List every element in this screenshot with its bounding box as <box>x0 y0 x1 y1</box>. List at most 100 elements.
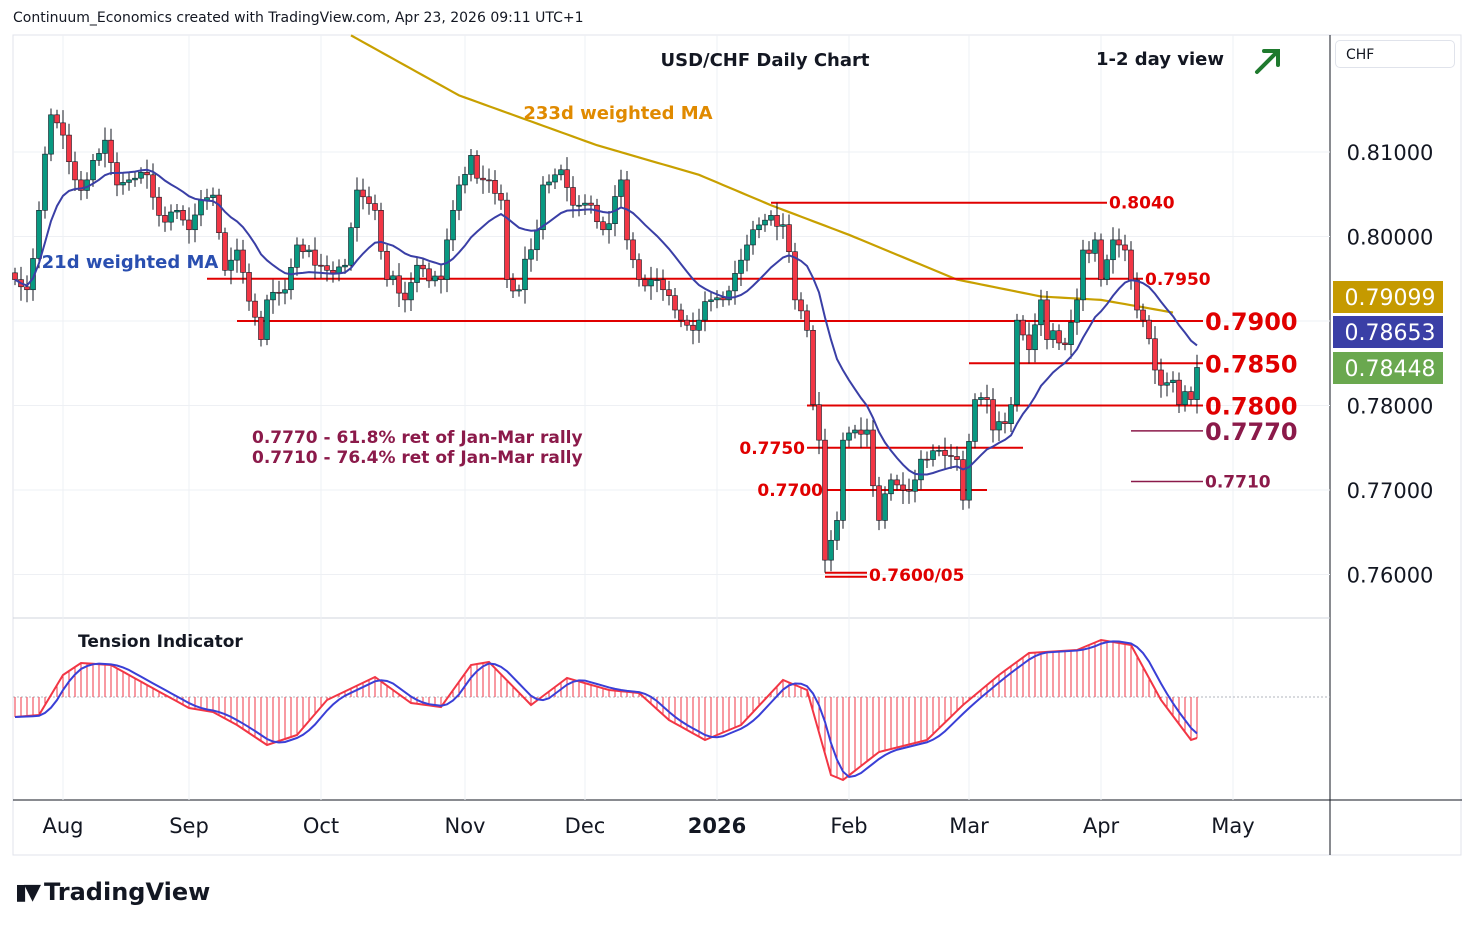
candle-body <box>1152 338 1158 371</box>
candle <box>636 253 642 287</box>
candle <box>534 219 540 261</box>
candle-body <box>798 299 804 312</box>
candle <box>1140 303 1146 328</box>
candle-body <box>852 429 858 434</box>
y-tick-label: 0.81000 <box>1347 141 1434 165</box>
candle-body <box>720 297 726 301</box>
candle-body <box>1194 367 1200 400</box>
candle-body <box>372 203 378 211</box>
candle-body <box>378 210 384 252</box>
candle-body <box>456 184 462 211</box>
level-label: 0.7850 <box>1205 350 1298 378</box>
candle-body <box>678 309 684 321</box>
candle <box>1146 315 1152 345</box>
annotation-fib-764: 0.7710 - 76.4% ret of Jan-Mar rally <box>252 448 583 468</box>
candle-body <box>402 292 408 301</box>
candle <box>180 205 186 226</box>
candle-body <box>972 399 978 442</box>
candle <box>456 176 462 221</box>
candle-body <box>708 299 714 302</box>
candle-body <box>318 264 324 267</box>
candle <box>1026 322 1032 364</box>
level-label: 0.7700 <box>757 481 823 501</box>
candle-body <box>414 264 420 283</box>
candle <box>108 128 114 176</box>
candle <box>654 268 660 293</box>
candle <box>1116 228 1122 258</box>
candle-body <box>312 249 318 266</box>
candle <box>696 308 702 343</box>
candle-body <box>948 455 954 457</box>
tradingview-logo[interactable]: ▮▼ TradingView <box>15 878 210 906</box>
candle <box>792 242 798 310</box>
candle <box>936 445 942 457</box>
candle-body <box>996 421 1002 431</box>
candle <box>60 110 66 150</box>
candle-body <box>840 439 846 521</box>
candle <box>240 239 246 284</box>
candle-body <box>54 114 60 124</box>
candle <box>870 419 876 497</box>
candle <box>564 157 570 202</box>
candle <box>570 176 576 218</box>
candle <box>648 266 654 300</box>
candle-body <box>882 493 888 521</box>
candle <box>78 171 84 201</box>
candle <box>1098 233 1104 287</box>
candle <box>594 198 600 229</box>
candle <box>744 234 750 272</box>
candle <box>906 478 912 504</box>
candle-body <box>1182 391 1188 405</box>
candle-body <box>684 319 690 326</box>
candle-body <box>354 189 360 228</box>
candle-body <box>12 272 18 280</box>
level-label: 0.7900 <box>1205 308 1298 336</box>
level-label: 0.7600/05 <box>869 566 964 586</box>
chart-frame <box>12 34 1462 856</box>
x-tick-label: 2026 <box>688 814 746 838</box>
candle-body <box>1056 330 1062 344</box>
support-resistance-levels: 0.8040 0.7950 0.7900 0.7850 0.78000.7770 0.77… <box>207 194 1298 586</box>
candle-body <box>150 174 156 198</box>
candle-body <box>216 194 222 233</box>
candle-body <box>876 485 882 521</box>
chart-subtitle: 1-2 day view <box>1096 49 1224 70</box>
candle <box>252 293 258 326</box>
candle <box>1188 386 1194 406</box>
currency-button[interactable]: CHF <box>1335 40 1455 68</box>
candle <box>750 220 756 255</box>
candle-body <box>846 432 852 441</box>
candle-body <box>702 301 708 321</box>
candle-body <box>564 169 570 188</box>
y-tick-label: 0.77000 <box>1347 479 1434 503</box>
candle <box>720 291 726 307</box>
candle <box>486 168 492 193</box>
candle <box>474 150 480 184</box>
axes: 0.81000 0.80000 0.78000 0.77000 0.76000 Aug Se… <box>42 141 1443 838</box>
candle-body <box>726 290 732 301</box>
candle-body <box>732 273 738 292</box>
candle-body <box>300 244 306 253</box>
ma21-series <box>14 168 1198 476</box>
candle <box>96 148 102 166</box>
candle-body <box>228 259 234 271</box>
candle-body <box>324 265 330 271</box>
candle <box>888 473 894 501</box>
candle-body <box>654 279 660 281</box>
candle <box>396 263 402 308</box>
candle <box>504 192 510 288</box>
candle <box>246 263 252 311</box>
candle-body <box>594 204 600 223</box>
candle-body <box>222 232 228 271</box>
candle-body <box>396 275 402 294</box>
candle <box>510 273 516 298</box>
candle <box>984 384 990 414</box>
candle-body <box>750 229 756 246</box>
candle-body <box>552 174 558 183</box>
level-label: 0.8040 <box>1109 194 1175 214</box>
candle <box>912 469 918 503</box>
candle-body <box>438 275 444 280</box>
x-tick-label: Oct <box>303 814 339 838</box>
candle <box>1152 326 1158 384</box>
